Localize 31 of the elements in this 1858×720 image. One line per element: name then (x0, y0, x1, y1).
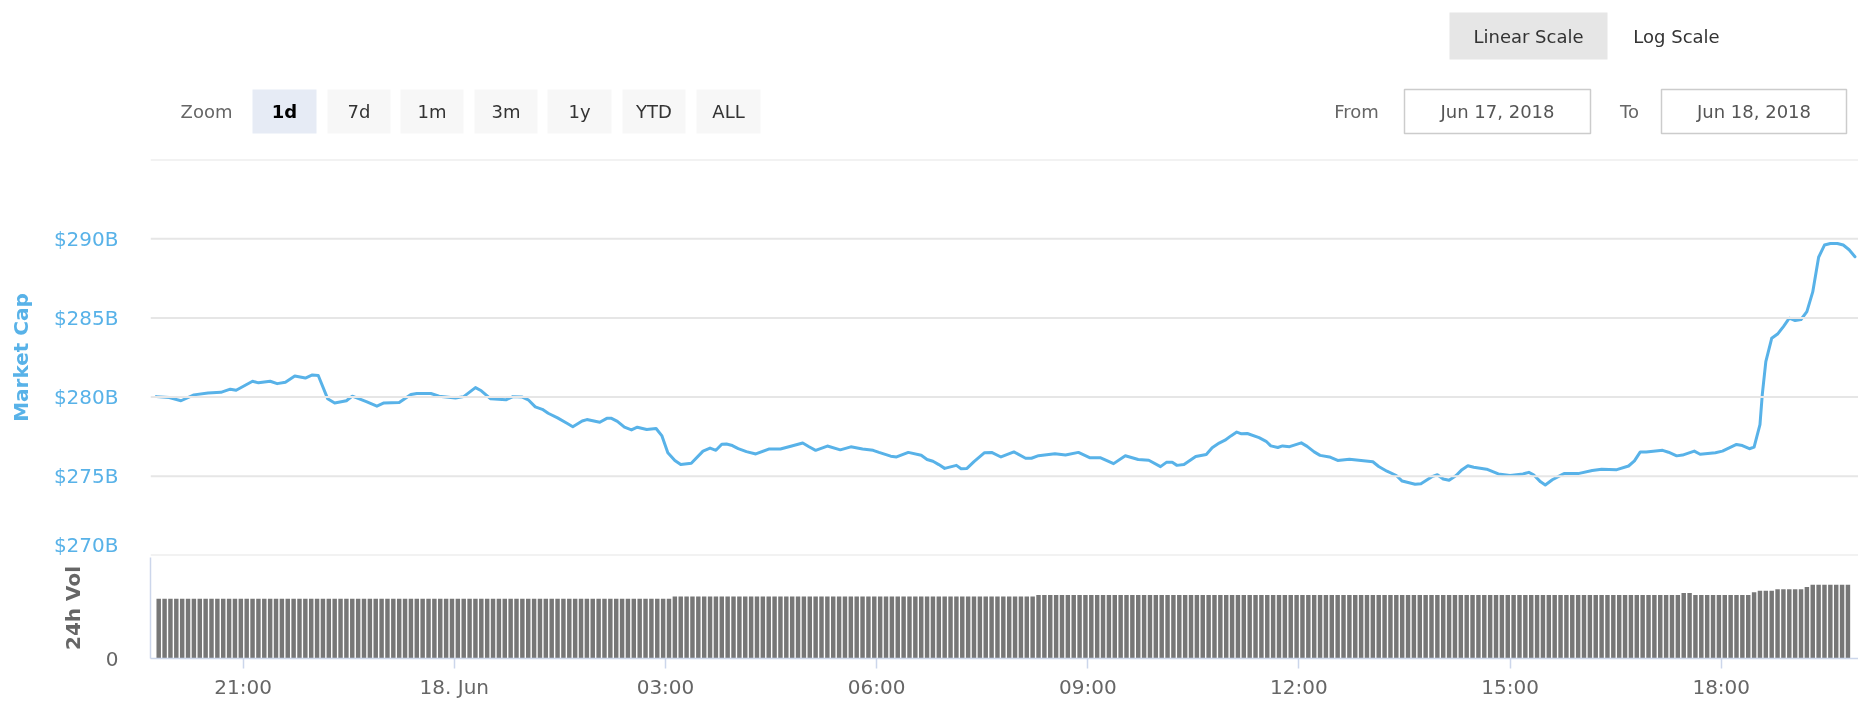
y-tick-label: $285B (53, 305, 119, 330)
text: 0 (105, 646, 119, 671)
x-tick-label: 09:00 (1058, 674, 1117, 699)
text: Jun 17, 2018 (1439, 101, 1555, 122)
text: 1m (417, 101, 447, 122)
y-tick-label: $280B (53, 385, 119, 410)
x-tick-label: 12:00 (1270, 674, 1328, 699)
x-tick-label: 15:00 (1481, 674, 1539, 699)
y-tick-label: $290B (53, 226, 119, 251)
y-tick-label: $275B (53, 464, 119, 489)
text: ALL (712, 101, 745, 122)
x-tick-label: 21:00 (214, 674, 272, 699)
text: From (1334, 101, 1379, 122)
x-tick-label: 18. Jun (419, 674, 490, 699)
line-series (154, 241, 1857, 487)
x-tick-label: 06:00 (847, 674, 906, 699)
text: Log Scale (1633, 25, 1720, 47)
x-tick-label: 03:00 (636, 674, 695, 699)
text: Jun 18, 2018 (1696, 101, 1812, 122)
text: 1d (271, 101, 298, 122)
y-tick-label: $270B (53, 532, 119, 557)
text: 1y (568, 101, 591, 122)
text: Linear Scale (1473, 25, 1584, 47)
y-axis-title: Market Cap (8, 293, 33, 422)
text: 3m (491, 101, 521, 122)
text: To (1619, 101, 1639, 122)
y-axis-title: 24h Vol (60, 565, 85, 651)
text: YTD (635, 101, 672, 122)
text: Zoom (180, 101, 233, 122)
text: 7d (347, 101, 371, 122)
x-tick-label: 18:00 (1692, 674, 1751, 699)
